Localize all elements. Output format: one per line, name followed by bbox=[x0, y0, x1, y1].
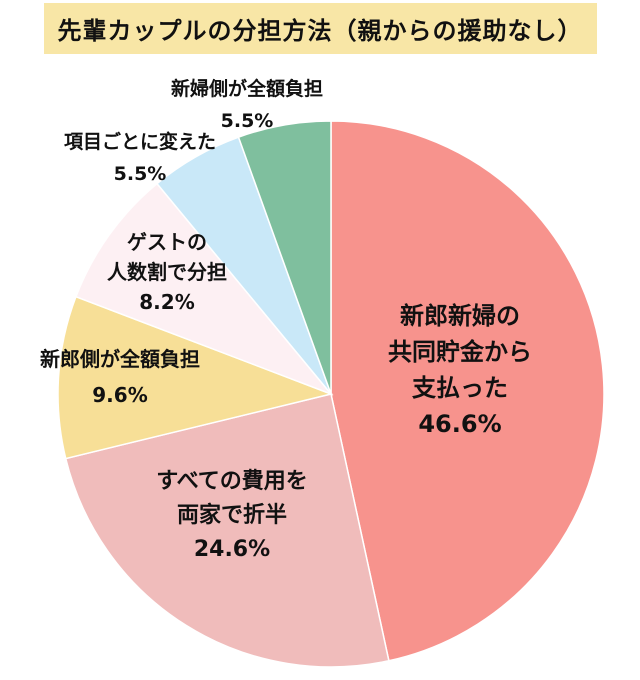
pie-slice-1 bbox=[330, 120, 605, 662]
slice-label-line: 共同貯金から bbox=[388, 338, 532, 366]
title-bar: 先輩カップルの分担方法（親からの援助なし） bbox=[0, 0, 640, 56]
slice-label-line: 支払った bbox=[412, 374, 508, 402]
slice-label-3: 新郎側が全額負担 9.6% bbox=[40, 347, 200, 407]
pie-slice-6 bbox=[237, 120, 332, 395]
pie-slice-4 bbox=[74, 182, 334, 396]
slice-label-2: すべての費用を両家で折半 24.6% bbox=[156, 469, 308, 562]
slice-label-line: 人数割で分担 bbox=[107, 260, 227, 284]
slice-label-line: すべての費用を bbox=[156, 469, 308, 494]
slice-value-4: 8.2% bbox=[139, 290, 194, 314]
slice-value-6: 5.5% bbox=[221, 110, 274, 132]
slice-value-1: 46.6% bbox=[418, 410, 501, 438]
chart-title: 先輩カップルの分担方法（親からの援助なし） bbox=[43, 2, 597, 54]
slice-value-5: 5.5% bbox=[114, 163, 167, 185]
slice-value-2: 24.6% bbox=[194, 537, 270, 562]
pie-labels: 新郎新婦の共同貯金から支払った 46.6% すべての費用を両家で折半 24.6% 新郎側… bbox=[40, 77, 532, 562]
pie-slices bbox=[57, 120, 605, 668]
slice-label-line: 新郎側が全額負担 bbox=[40, 347, 200, 371]
pie-slice-2 bbox=[64, 393, 390, 668]
slice-label-line: 両家で折半 bbox=[177, 502, 287, 528]
slice-label-1: 新郎新婦の共同貯金から支払った 46.6% bbox=[388, 302, 532, 438]
slice-label-line: 新郎新婦の bbox=[400, 302, 520, 330]
slice-label-6: 新婦側が全額負担 5.5% bbox=[171, 77, 323, 132]
slice-label-4: ゲストの人数割で分担 8.2% bbox=[107, 230, 227, 314]
slice-label-line: 項目ごとに変えた bbox=[64, 130, 216, 153]
pie-slice-3 bbox=[57, 295, 334, 460]
slice-label-line: ゲストの bbox=[127, 230, 207, 254]
slice-label-line: 新婦側が全額負担 bbox=[171, 77, 323, 100]
slice-label-5: 項目ごとに変えた 5.5% bbox=[64, 130, 216, 185]
slice-value-3: 9.6% bbox=[92, 383, 147, 407]
